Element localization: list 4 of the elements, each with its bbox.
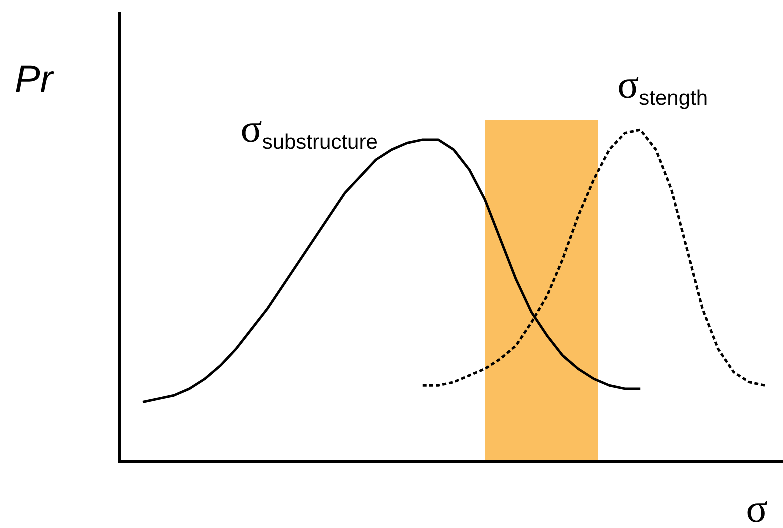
series-label: σ$_{substructure}$: [240, 106, 378, 154]
x-axis-title: σ: [746, 486, 768, 528]
y-axis-title: Pr: [15, 59, 54, 101]
series-label: σ$_{stength}$: [618, 62, 708, 110]
